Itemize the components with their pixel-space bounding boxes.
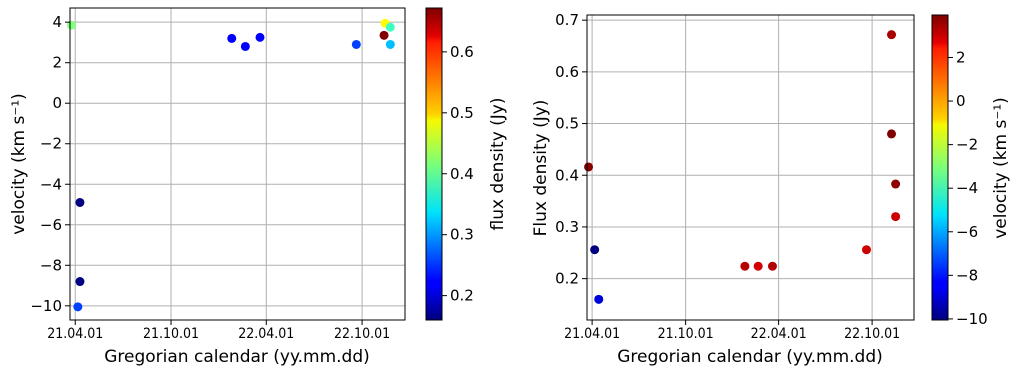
left-colorbar-frame — [425, 7, 443, 321]
left-data-point — [255, 32, 265, 42]
left-colorbar: 0.2 0.3 0.4 0.5 0.6 flux density (Jy) — [425, 7, 508, 321]
right-x-tick-label: 22.04.01 — [751, 326, 807, 342]
right-colorbar-ticks: −10 −8 −6 −4 −2 0 2 — [948, 48, 988, 328]
right-colorbar: −10 −8 −6 −4 −2 0 2 velocity (km s⁻¹) — [931, 14, 1011, 328]
right-colorbar-tick-label: −2 — [956, 136, 978, 154]
right-y-tick-label: 0.2 — [555, 270, 579, 288]
right-colorbar-frame — [931, 14, 949, 321]
right-y-tick-label: 0.3 — [555, 218, 579, 236]
right-data-point — [584, 162, 594, 172]
right-data-point — [891, 179, 901, 189]
left-x-tick-label: 22.04.01 — [238, 326, 294, 342]
right-data-point — [753, 261, 763, 271]
right-data-point — [887, 129, 897, 139]
left-colorbar-ticks: 0.2 0.3 0.4 0.5 0.6 — [442, 43, 474, 305]
right-points — [584, 30, 901, 304]
right-colorbar-tick-label: −6 — [956, 223, 978, 241]
right-x-ticks: 21.04.01 21.10.01 22.04.01 22.10.01 — [564, 320, 900, 342]
right-data-point — [861, 245, 871, 255]
left-x-tick-label: 21.04.01 — [47, 326, 103, 342]
right-x-tick-label: 21.04.01 — [564, 326, 620, 342]
right-panel: 0.2 0.3 0.4 0.5 0.6 0.7 21.04.01 21.10.01 22.04… — [531, 11, 1011, 367]
left-data-point — [385, 39, 395, 49]
left-y-tick-label: 0 — [52, 94, 62, 112]
right-y-ticks: 0.2 0.3 0.4 0.5 0.6 0.7 — [555, 11, 587, 288]
right-data-point — [594, 294, 604, 304]
left-x-ticks: 21.04.01 21.10.01 22.04.01 22.10.01 — [47, 320, 390, 342]
left-colorbar-gradient — [426, 8, 442, 320]
left-data-point — [227, 33, 237, 43]
left-y-axis-label: velocity (km s⁻¹) — [9, 93, 29, 235]
left-colorbar-tick-label: 0.6 — [450, 43, 474, 61]
left-y-tick-label: 4 — [52, 13, 62, 31]
right-data-point — [590, 245, 600, 255]
right-y-tick-label: 0.5 — [555, 115, 579, 133]
left-data-point — [385, 22, 395, 32]
left-colorbar-label: flux density (Jy) — [488, 97, 508, 230]
left-colorbar-tick-label: 0.4 — [450, 165, 474, 183]
left-x-tick-label: 22.10.01 — [334, 326, 390, 342]
left-y-tick-label: 2 — [52, 54, 62, 72]
right-data-point — [891, 212, 901, 222]
left-data-point — [240, 41, 250, 51]
right-colorbar-tick-label: 0 — [956, 92, 966, 110]
right-colorbar-label: velocity (km s⁻¹) — [991, 97, 1011, 239]
left-x-axis-label: Gregorian calendar (yy.mm.dd) — [104, 347, 370, 367]
right-data-point — [767, 261, 777, 271]
left-y-tick-label: −4 — [40, 175, 62, 193]
right-data-point — [887, 30, 897, 40]
right-y-tick-label: 0.7 — [555, 11, 579, 29]
left-data-point — [75, 277, 85, 287]
left-data-point — [351, 39, 361, 49]
right-y-tick-label: 0.6 — [555, 63, 579, 81]
left-plot-frame — [69, 7, 406, 321]
left-data-point — [67, 20, 77, 30]
right-colorbar-tick-label: −4 — [956, 179, 978, 197]
left-y-tick-label: −8 — [40, 256, 62, 274]
right-grid — [587, 15, 914, 320]
left-colorbar-tick-label: 0.5 — [450, 104, 474, 122]
left-data-point — [379, 30, 389, 40]
left-colorbar-tick-label: 0.3 — [450, 226, 474, 244]
left-points — [67, 18, 395, 312]
left-x-tick-label: 21.10.01 — [143, 326, 199, 342]
right-x-axis-label: Gregorian calendar (yy.mm.dd) — [617, 347, 883, 367]
right-colorbar-tick-label: 2 — [956, 48, 966, 66]
left-data-point — [75, 197, 85, 207]
right-colorbar-gradient — [932, 15, 948, 320]
left-y-ticks: −10 −8 −6 −4 −2 0 2 4 — [30, 13, 70, 315]
right-y-tick-label: 0.4 — [555, 166, 579, 184]
right-y-axis-label: Flux density (Jy) — [531, 100, 551, 237]
left-y-tick-label: −6 — [40, 216, 62, 234]
right-x-tick-label: 21.10.01 — [658, 326, 714, 342]
left-colorbar-tick-label: 0.2 — [450, 287, 474, 305]
left-y-tick-label: −2 — [40, 135, 62, 153]
right-colorbar-tick-label: −8 — [956, 266, 978, 284]
right-data-point — [740, 261, 750, 271]
right-x-tick-label: 22.10.01 — [844, 326, 900, 342]
left-y-tick-label: −10 — [30, 297, 62, 315]
right-colorbar-tick-label: −10 — [956, 310, 988, 328]
right-plot-frame — [586, 14, 915, 321]
left-grid — [70, 8, 405, 320]
left-data-point — [73, 302, 83, 312]
